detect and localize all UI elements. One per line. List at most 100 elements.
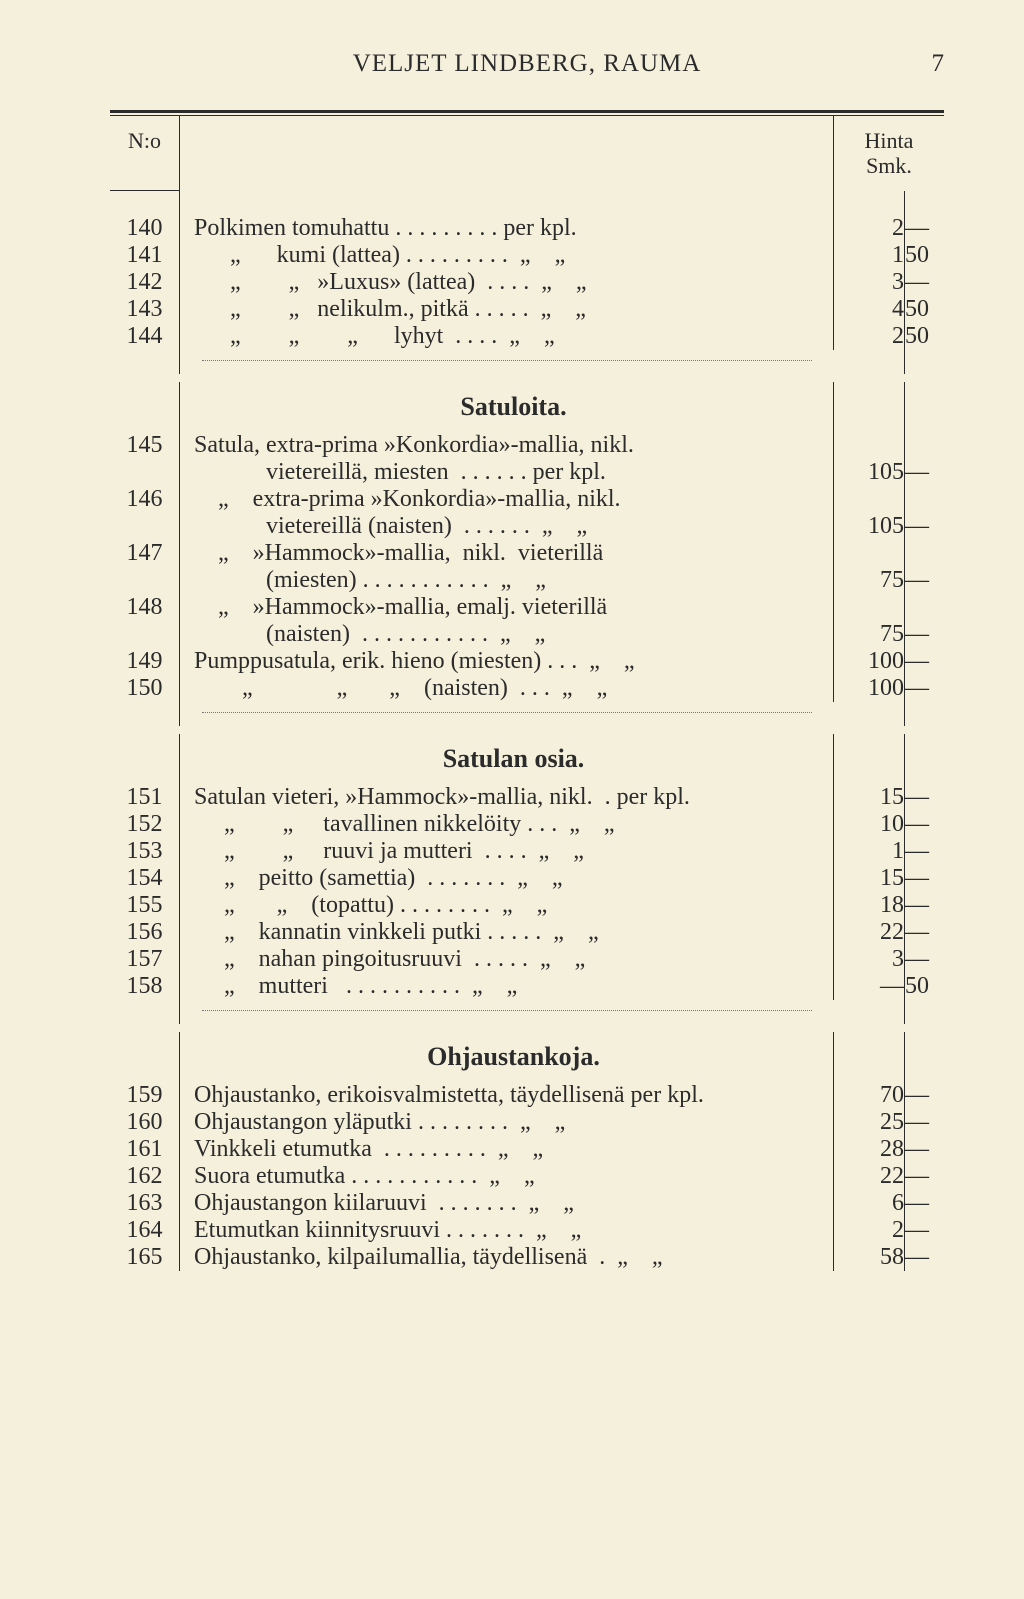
page-title: VELJET LINDBERG, RAUMA bbox=[150, 50, 904, 78]
price-main: 2 bbox=[834, 215, 904, 242]
price-sub: — bbox=[904, 1109, 944, 1136]
price-main bbox=[834, 486, 904, 513]
col-header-price: Hinta Smk. bbox=[834, 116, 944, 191]
price-main bbox=[834, 594, 904, 621]
item-description: „ mutteri . . . . . . . . . . „ „ bbox=[180, 973, 834, 1000]
item-description: Pumppusatula, erik. hieno (miesten) . . … bbox=[180, 648, 834, 675]
item-description: „ „ „ lyhyt . . . . „ „ bbox=[180, 323, 834, 350]
price-main: 18 bbox=[834, 892, 904, 919]
price-sub: — bbox=[904, 892, 944, 919]
item-description: vietereillä (naisten) . . . . . . „ „ bbox=[180, 513, 834, 540]
price-main: 3 bbox=[834, 269, 904, 296]
item-description: Ohjaustangon kiilaruuvi . . . . . . . „ … bbox=[180, 1190, 834, 1217]
item-description: Ohjaustanko, erikoisvalmistetta, täydell… bbox=[180, 1082, 834, 1109]
price-main bbox=[834, 540, 904, 567]
item-number: 165 bbox=[110, 1244, 180, 1271]
price-sub: — bbox=[904, 513, 944, 540]
price-sub bbox=[904, 594, 944, 621]
price-sub: — bbox=[904, 784, 944, 811]
price-main: 105 bbox=[834, 513, 904, 540]
item-number: 158 bbox=[110, 973, 180, 1000]
item-description: Ohjaustanko, kilpailumallia, täydellisen… bbox=[180, 1244, 834, 1271]
price-sub bbox=[904, 432, 944, 459]
price-main: 22 bbox=[834, 1163, 904, 1190]
price-sub: — bbox=[904, 1244, 944, 1271]
price-main: 25 bbox=[834, 1109, 904, 1136]
price-sub: — bbox=[904, 946, 944, 973]
item-number: 146 bbox=[110, 486, 180, 513]
price-sub: 50 bbox=[904, 242, 944, 269]
item-description: „ „ (topattu) . . . . . . . . „ „ bbox=[180, 892, 834, 919]
item-number: 157 bbox=[110, 946, 180, 973]
item-description: Satulan vieteri, »Hammock»-mallia, nikl.… bbox=[180, 784, 834, 811]
item-number: 164 bbox=[110, 1217, 180, 1244]
price-sub: — bbox=[904, 648, 944, 675]
item-description: Vinkkeli etumutka . . . . . . . . . „ „ bbox=[180, 1136, 834, 1163]
item-number: 153 bbox=[110, 838, 180, 865]
item-description: „ „ nelikulm., pitkä . . . . . „ „ bbox=[180, 296, 834, 323]
price-main: 75 bbox=[834, 621, 904, 648]
price-sub: — bbox=[904, 269, 944, 296]
price-sub: — bbox=[904, 1190, 944, 1217]
price-main: 28 bbox=[834, 1136, 904, 1163]
item-number: 144 bbox=[110, 323, 180, 350]
item-description: „ „ tavallinen nikkelöity . . . „ „ bbox=[180, 811, 834, 838]
item-number: 145 bbox=[110, 432, 180, 459]
item-number: 143 bbox=[110, 296, 180, 323]
col-header-no: N:o bbox=[110, 116, 180, 191]
item-number: 156 bbox=[110, 919, 180, 946]
price-sub: — bbox=[904, 1082, 944, 1109]
price-sub: 50 bbox=[904, 323, 944, 350]
price-main: 2 bbox=[834, 323, 904, 350]
price-sub: — bbox=[904, 1217, 944, 1244]
item-number: 152 bbox=[110, 811, 180, 838]
price-main: 2 bbox=[834, 1217, 904, 1244]
price-sub: — bbox=[904, 1136, 944, 1163]
price-main: — bbox=[834, 973, 904, 1000]
section-title-satulan: Satulan osia. bbox=[180, 744, 834, 774]
price-main: 1 bbox=[834, 838, 904, 865]
item-description: Suora etumutka . . . . . . . . . . . „ „ bbox=[180, 1163, 834, 1190]
price-sub: — bbox=[904, 675, 944, 702]
item-description: „ »Hammock»-mallia, emalj. vieterillä bbox=[180, 594, 834, 621]
item-description: „ »Hammock»-mallia, nikl. vieterillä bbox=[180, 540, 834, 567]
item-description: „ „ „ (naisten) . . . „ „ bbox=[180, 675, 834, 702]
item-number: 161 bbox=[110, 1136, 180, 1163]
item-description: (naisten) . . . . . . . . . . . „ „ bbox=[180, 621, 834, 648]
price-main: 10 bbox=[834, 811, 904, 838]
price-main: 1 bbox=[834, 242, 904, 269]
col-header-desc bbox=[180, 116, 834, 191]
item-number: 160 bbox=[110, 1109, 180, 1136]
price-sub: — bbox=[904, 811, 944, 838]
item-number: 149 bbox=[110, 648, 180, 675]
price-sub: — bbox=[904, 459, 944, 486]
item-number: 141 bbox=[110, 242, 180, 269]
page-number: 7 bbox=[904, 50, 944, 78]
item-description: Polkimen tomuhattu . . . . . . . . . per… bbox=[180, 215, 834, 242]
price-main: 3 bbox=[834, 946, 904, 973]
item-number: 154 bbox=[110, 865, 180, 892]
price-sub: 50 bbox=[904, 296, 944, 323]
item-number bbox=[110, 567, 180, 594]
item-description: „ nahan pingoitusruuvi . . . . . „ „ bbox=[180, 946, 834, 973]
price-main: 4 bbox=[834, 296, 904, 323]
price-main: 100 bbox=[834, 675, 904, 702]
price-sub: — bbox=[904, 621, 944, 648]
item-description: Ohjaustangon yläputki . . . . . . . . „ … bbox=[180, 1109, 834, 1136]
price-main: 58 bbox=[834, 1244, 904, 1271]
item-description: (miesten) . . . . . . . . . . . „ „ bbox=[180, 567, 834, 594]
price-sub: — bbox=[904, 1163, 944, 1190]
price-sub: — bbox=[904, 865, 944, 892]
price-main: 15 bbox=[834, 784, 904, 811]
price-main: 6 bbox=[834, 1190, 904, 1217]
price-table: N:o Hinta Smk. 140Polkimen tomuhattu . .… bbox=[110, 116, 944, 1271]
item-number: 151 bbox=[110, 784, 180, 811]
item-number: 140 bbox=[110, 215, 180, 242]
price-sub: 50 bbox=[904, 973, 944, 1000]
price-sub bbox=[904, 540, 944, 567]
price-main: 75 bbox=[834, 567, 904, 594]
item-description: „ extra-prima »Konkordia»-mallia, nikl. bbox=[180, 486, 834, 513]
item-number bbox=[110, 513, 180, 540]
item-number: 163 bbox=[110, 1190, 180, 1217]
price-sub bbox=[904, 486, 944, 513]
